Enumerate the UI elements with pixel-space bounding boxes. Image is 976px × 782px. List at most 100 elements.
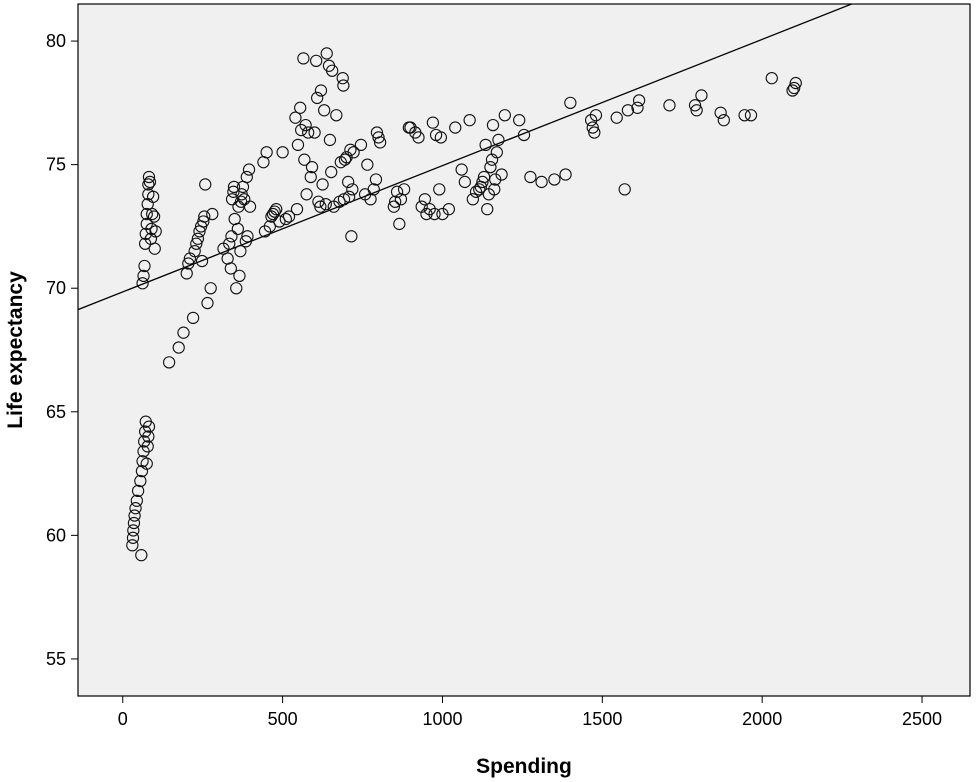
y-tick-label: 75 xyxy=(46,155,66,175)
x-tick-label: 1500 xyxy=(582,709,622,729)
plot-area xyxy=(77,3,971,697)
data-point xyxy=(738,109,751,122)
data-point xyxy=(140,217,153,231)
data-point xyxy=(369,173,383,186)
data-point xyxy=(310,91,324,105)
data-point xyxy=(492,133,505,147)
data-point xyxy=(198,210,211,223)
data-point xyxy=(586,121,599,134)
data-point xyxy=(442,202,456,216)
data-point xyxy=(489,173,502,186)
x-axis-title: Spending xyxy=(476,755,572,778)
data-point xyxy=(548,173,561,186)
data-point xyxy=(126,531,140,544)
data-point xyxy=(564,96,577,110)
data-point xyxy=(234,244,247,258)
data-point xyxy=(373,136,387,149)
points-layer xyxy=(126,47,802,562)
data-point xyxy=(142,430,155,443)
data-point xyxy=(631,101,644,114)
data-point xyxy=(146,207,159,221)
data-point xyxy=(428,207,441,221)
data-point xyxy=(434,131,448,144)
data-point xyxy=(389,195,402,208)
data-point xyxy=(481,202,494,216)
data-point xyxy=(436,207,449,221)
data-point xyxy=(147,210,161,223)
y-axis-title: Life expectancy xyxy=(4,271,27,429)
y-tick-label: 80 xyxy=(46,31,66,51)
data-point xyxy=(142,170,156,184)
data-point xyxy=(387,200,401,213)
data-point xyxy=(149,225,162,238)
data-point xyxy=(330,109,343,122)
data-point xyxy=(294,101,307,114)
data-point xyxy=(524,170,537,184)
y-tick-label: 55 xyxy=(46,649,66,669)
data-point xyxy=(223,237,236,250)
data-point xyxy=(466,193,479,206)
data-point xyxy=(206,207,219,221)
x-axis-ticks: 0 500 1000 1500 2000 2500 xyxy=(118,696,942,729)
data-point xyxy=(744,109,758,122)
data-point xyxy=(397,183,411,196)
data-point xyxy=(347,146,360,159)
data-point xyxy=(361,158,374,171)
data-point xyxy=(138,259,151,273)
data-point xyxy=(488,183,501,196)
data-point xyxy=(279,212,292,226)
x-tick-label: 500 xyxy=(268,709,298,729)
data-point xyxy=(354,138,368,152)
data-point xyxy=(239,235,252,248)
data-point xyxy=(134,474,147,488)
data-point xyxy=(224,262,237,275)
data-point xyxy=(695,89,708,102)
data-point xyxy=(513,114,526,127)
data-point xyxy=(135,548,148,562)
data-point xyxy=(423,202,436,216)
data-point xyxy=(243,200,257,213)
data-point xyxy=(146,190,160,203)
data-point xyxy=(688,99,702,112)
data-point xyxy=(191,232,205,245)
data-point xyxy=(323,133,337,147)
data-point xyxy=(276,146,289,159)
data-point xyxy=(137,269,150,283)
data-point xyxy=(182,257,195,270)
data-point xyxy=(455,163,468,176)
data-point xyxy=(140,457,153,470)
data-point xyxy=(342,190,356,203)
y-tick-label: 65 xyxy=(46,402,66,422)
data-point xyxy=(393,217,406,231)
data-point xyxy=(240,170,253,184)
data-point xyxy=(128,509,141,522)
data-point xyxy=(476,175,489,189)
data-point xyxy=(268,205,281,218)
data-point xyxy=(190,237,203,250)
data-point xyxy=(308,126,321,139)
data-point xyxy=(273,215,286,228)
data-point xyxy=(326,64,339,77)
data-point xyxy=(297,52,310,65)
data-point xyxy=(342,175,355,189)
data-point xyxy=(298,153,311,166)
data-point xyxy=(426,116,440,129)
data-point xyxy=(469,185,483,198)
data-point xyxy=(404,121,417,134)
data-point xyxy=(270,202,283,216)
data-point xyxy=(227,180,241,194)
data-point xyxy=(304,170,317,184)
y-tick-label: 60 xyxy=(46,525,66,545)
data-point xyxy=(449,121,462,134)
data-point xyxy=(282,210,296,223)
data-point xyxy=(258,225,272,238)
data-point xyxy=(473,183,486,196)
data-point xyxy=(290,202,304,216)
data-point xyxy=(199,178,212,191)
data-point xyxy=(225,230,238,243)
data-point xyxy=(535,175,548,189)
data-point xyxy=(632,94,646,107)
x-tick-label: 1000 xyxy=(422,709,462,729)
data-point xyxy=(142,420,156,433)
